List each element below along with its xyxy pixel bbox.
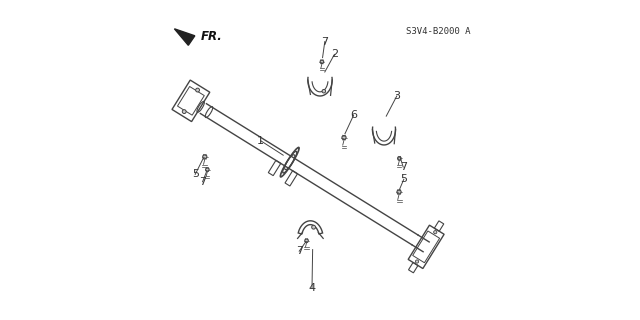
Ellipse shape xyxy=(320,60,324,63)
Ellipse shape xyxy=(322,90,326,93)
Text: 7: 7 xyxy=(321,36,328,47)
Text: 6: 6 xyxy=(350,110,357,120)
Text: 2: 2 xyxy=(331,49,338,60)
Text: 1: 1 xyxy=(257,136,264,146)
Ellipse shape xyxy=(397,157,401,160)
Text: 7: 7 xyxy=(296,246,303,256)
Text: 4: 4 xyxy=(308,283,316,293)
Text: FR.: FR. xyxy=(201,30,223,43)
Text: 7: 7 xyxy=(199,177,206,187)
Ellipse shape xyxy=(342,136,346,140)
Text: 3: 3 xyxy=(394,91,400,101)
Text: S3V4-B2000 A: S3V4-B2000 A xyxy=(406,28,470,36)
Ellipse shape xyxy=(434,231,437,234)
Ellipse shape xyxy=(182,110,186,114)
Ellipse shape xyxy=(205,168,209,172)
Ellipse shape xyxy=(305,239,308,243)
Ellipse shape xyxy=(397,190,401,194)
Ellipse shape xyxy=(203,155,207,159)
Ellipse shape xyxy=(196,88,200,92)
Polygon shape xyxy=(174,29,195,45)
Ellipse shape xyxy=(415,260,419,263)
Text: 5: 5 xyxy=(192,169,198,180)
Text: 7: 7 xyxy=(399,162,407,172)
Ellipse shape xyxy=(312,225,316,229)
Text: 5: 5 xyxy=(401,174,407,184)
